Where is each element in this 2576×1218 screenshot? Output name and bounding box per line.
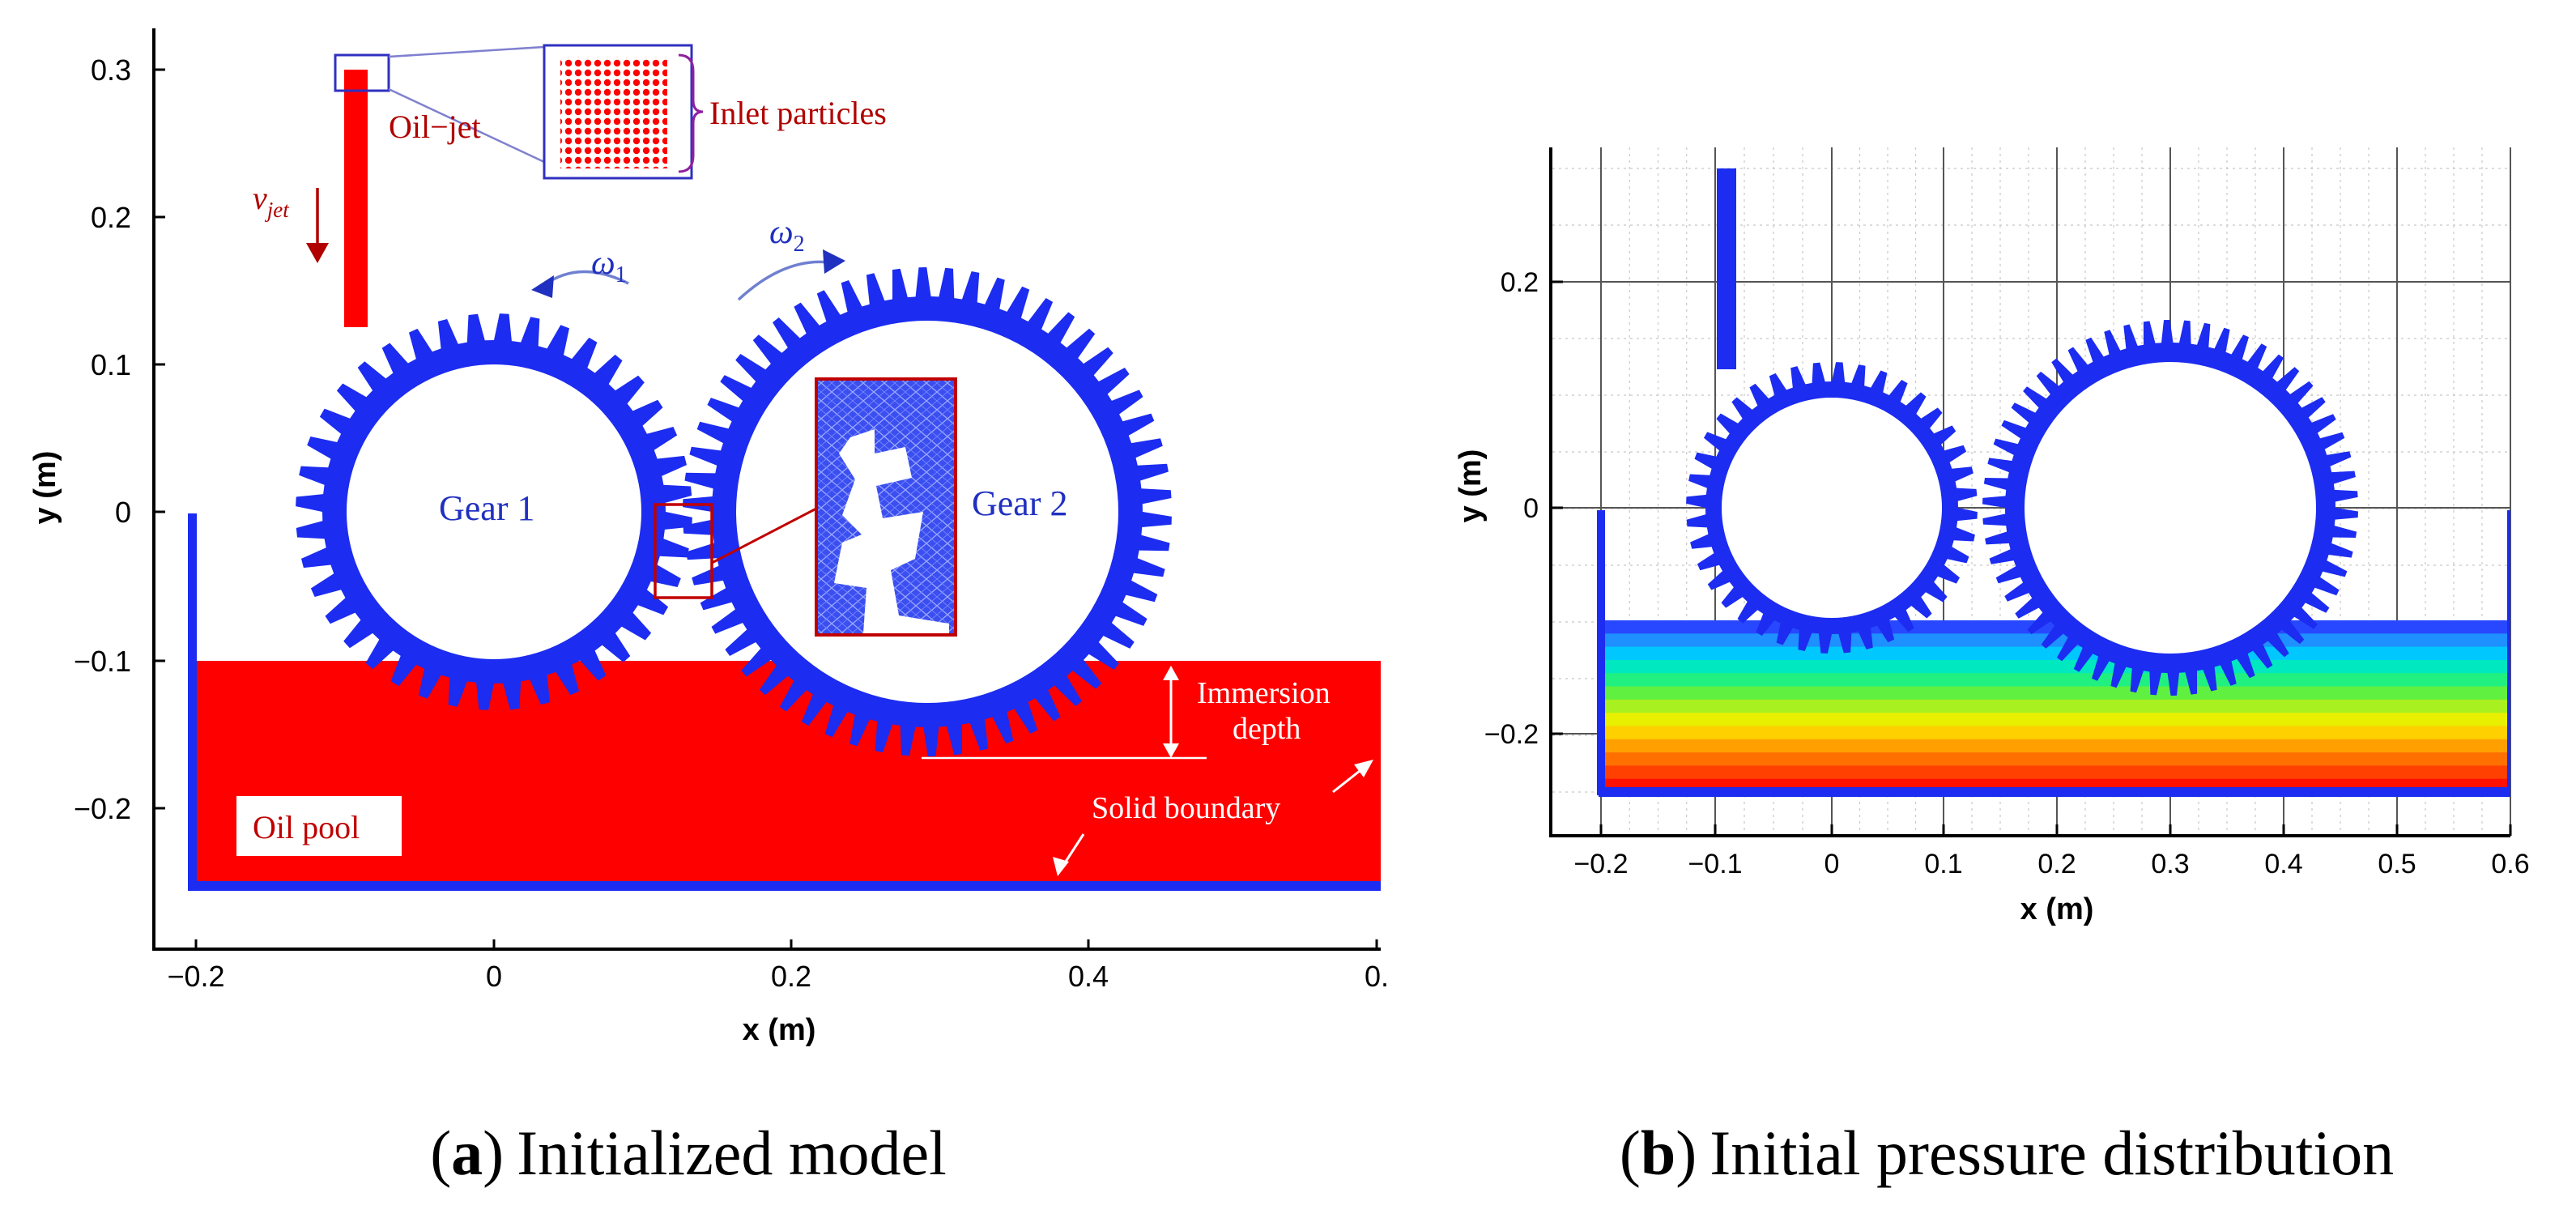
pressure-band bbox=[1602, 752, 2510, 767]
x-axis-label-b: x (m) bbox=[2020, 892, 2094, 926]
solid-boundary-arrow-right bbox=[1332, 766, 1365, 794]
gear-1-label: Gear 1 bbox=[439, 488, 535, 528]
pressure-bands bbox=[1602, 620, 2510, 793]
solid-boundary-arrow-right-head bbox=[1354, 760, 1373, 777]
mesh-zoom-frame bbox=[815, 377, 957, 637]
x-tick-label-b: −0.2 bbox=[1573, 849, 1628, 879]
immersion-depth-label-line-1: Immersion bbox=[1197, 676, 1331, 710]
mesh-highlight-box bbox=[654, 503, 713, 599]
x-tick-label-b: 0.1 bbox=[1924, 849, 1962, 879]
pressure-band bbox=[1602, 646, 2510, 661]
oil-jet-column-b bbox=[1717, 168, 1736, 369]
x-tick-label: −0.2 bbox=[167, 960, 224, 993]
pressure-band bbox=[1602, 699, 2510, 714]
omega-2-arrow-head bbox=[823, 249, 845, 274]
pressure-band bbox=[1602, 673, 2510, 688]
x-tick-label-b: 0 bbox=[1824, 849, 1840, 879]
gear-bore bbox=[347, 364, 641, 659]
x-tick-label-b: 0.5 bbox=[2378, 849, 2416, 879]
immersion-depth-label-line-2: depth bbox=[1233, 712, 1301, 746]
y-tick-label: −0.2 bbox=[74, 792, 131, 825]
y-tick-label: −0.1 bbox=[74, 645, 131, 678]
inlet-highlight-box bbox=[334, 53, 390, 92]
panel-b: −0.2 −0.1 0 0.1 0.2 0.3 0.4 0.5 0.6 0.2 0 −0.2 x (m… bbox=[1454, 147, 2530, 926]
axis-ticks-b: −0.2 −0.1 0 0.1 0.2 0.3 0.4 0.5 0.6 0.2 0 −0.2 bbox=[1484, 267, 2530, 879]
y-tick-label: 0.2 bbox=[91, 201, 131, 234]
omega-1-arrow-head bbox=[531, 275, 554, 298]
gear-bore bbox=[2025, 362, 2316, 654]
v-jet-label: vjet bbox=[253, 180, 290, 222]
y-tick-label: 0.1 bbox=[91, 348, 131, 381]
omega-2-arrow bbox=[737, 260, 830, 301]
x-tick-label: 0. bbox=[1365, 960, 1389, 993]
x-tick-label: 0 bbox=[486, 960, 502, 993]
solid-boundary-label: Solid boundary bbox=[1092, 791, 1280, 825]
pressure-band bbox=[1602, 739, 2510, 754]
x-tick-label-b: 0.3 bbox=[2151, 849, 2189, 879]
solid-boundary-bottom bbox=[188, 881, 1381, 891]
oil-pool-label: Oil pool bbox=[253, 809, 360, 845]
v-jet-arrow-head bbox=[306, 243, 329, 263]
inlet-callout-line bbox=[388, 45, 545, 58]
oil-jet-column bbox=[344, 70, 368, 327]
panel-a: −0.2 0 0.2 0.4 0.0.30.20.10−0.1−0.2 Oil−jet … bbox=[28, 28, 1389, 1047]
pressure-band bbox=[1602, 686, 2510, 701]
omega-2-label: ω2 bbox=[769, 214, 805, 257]
mesh-zoom-gap bbox=[834, 429, 949, 633]
immersion-arrow-head-bottom bbox=[1163, 743, 1179, 758]
tank-boundary-right bbox=[2507, 510, 2510, 795]
pressure-band bbox=[1602, 659, 2510, 675]
y-axis-label-a: y (m) bbox=[28, 451, 62, 525]
x-tick-label: 0.2 bbox=[771, 960, 811, 993]
pressure-band bbox=[1602, 713, 2510, 727]
gear-1 bbox=[296, 313, 692, 710]
solid-boundary-left bbox=[188, 513, 197, 891]
tank-boundary-bottom bbox=[1599, 787, 2510, 797]
y-tick-label: 0 bbox=[115, 496, 131, 529]
inlet-callout-line bbox=[388, 87, 545, 164]
x-tick-label-b: −0.1 bbox=[1688, 849, 1742, 879]
x-tick-label-b: 0.2 bbox=[2037, 849, 2076, 879]
gear-bore bbox=[1722, 398, 1942, 618]
inlet-particles-grid bbox=[560, 57, 667, 168]
inlet-brace bbox=[678, 53, 704, 173]
mesh-callout-line bbox=[711, 507, 817, 564]
y-tick-label-b: −0.2 bbox=[1484, 719, 1539, 750]
x-tick-label-b: 0.4 bbox=[2264, 849, 2302, 879]
gear-2-b bbox=[1982, 320, 2358, 696]
immersion-arrow-head-top bbox=[1163, 666, 1179, 680]
gear-2-label: Gear 2 bbox=[972, 483, 1068, 523]
y-tick-label-b: 0 bbox=[1523, 493, 1539, 524]
y-tick-label: 0.3 bbox=[91, 53, 131, 87]
caption-a: (a) Initialized model bbox=[430, 1118, 947, 1188]
oil-pool-label-box bbox=[236, 796, 402, 856]
y-tick-label-b: 0.2 bbox=[1501, 267, 1539, 298]
pressure-band bbox=[1602, 765, 2510, 780]
x-tick-label: 0.4 bbox=[1068, 960, 1109, 993]
axis-ticks-a: −0.2 0 0.2 0.4 0. 0.3 0.2 0.1 0 −0.1 −0.2 bbox=[74, 53, 1389, 993]
omega-1-label: ω1 bbox=[591, 245, 627, 287]
inlet-particles-label: Inlet particles bbox=[709, 95, 887, 131]
y-axis-label-b: y (m) bbox=[1454, 449, 1488, 523]
caption-b: (b) Initial pressure distribution bbox=[1620, 1118, 2394, 1188]
x-axis-label-a: x (m) bbox=[743, 1013, 816, 1047]
solid-boundary-arrow-left-head bbox=[1053, 857, 1069, 876]
pressure-band bbox=[1602, 726, 2510, 740]
gear-1-b bbox=[1686, 362, 1978, 654]
x-tick-label-b: 0.6 bbox=[2491, 849, 2529, 879]
tank-boundary-left bbox=[1597, 510, 1605, 795]
oil-jet-label: Oil−jet bbox=[389, 109, 481, 145]
